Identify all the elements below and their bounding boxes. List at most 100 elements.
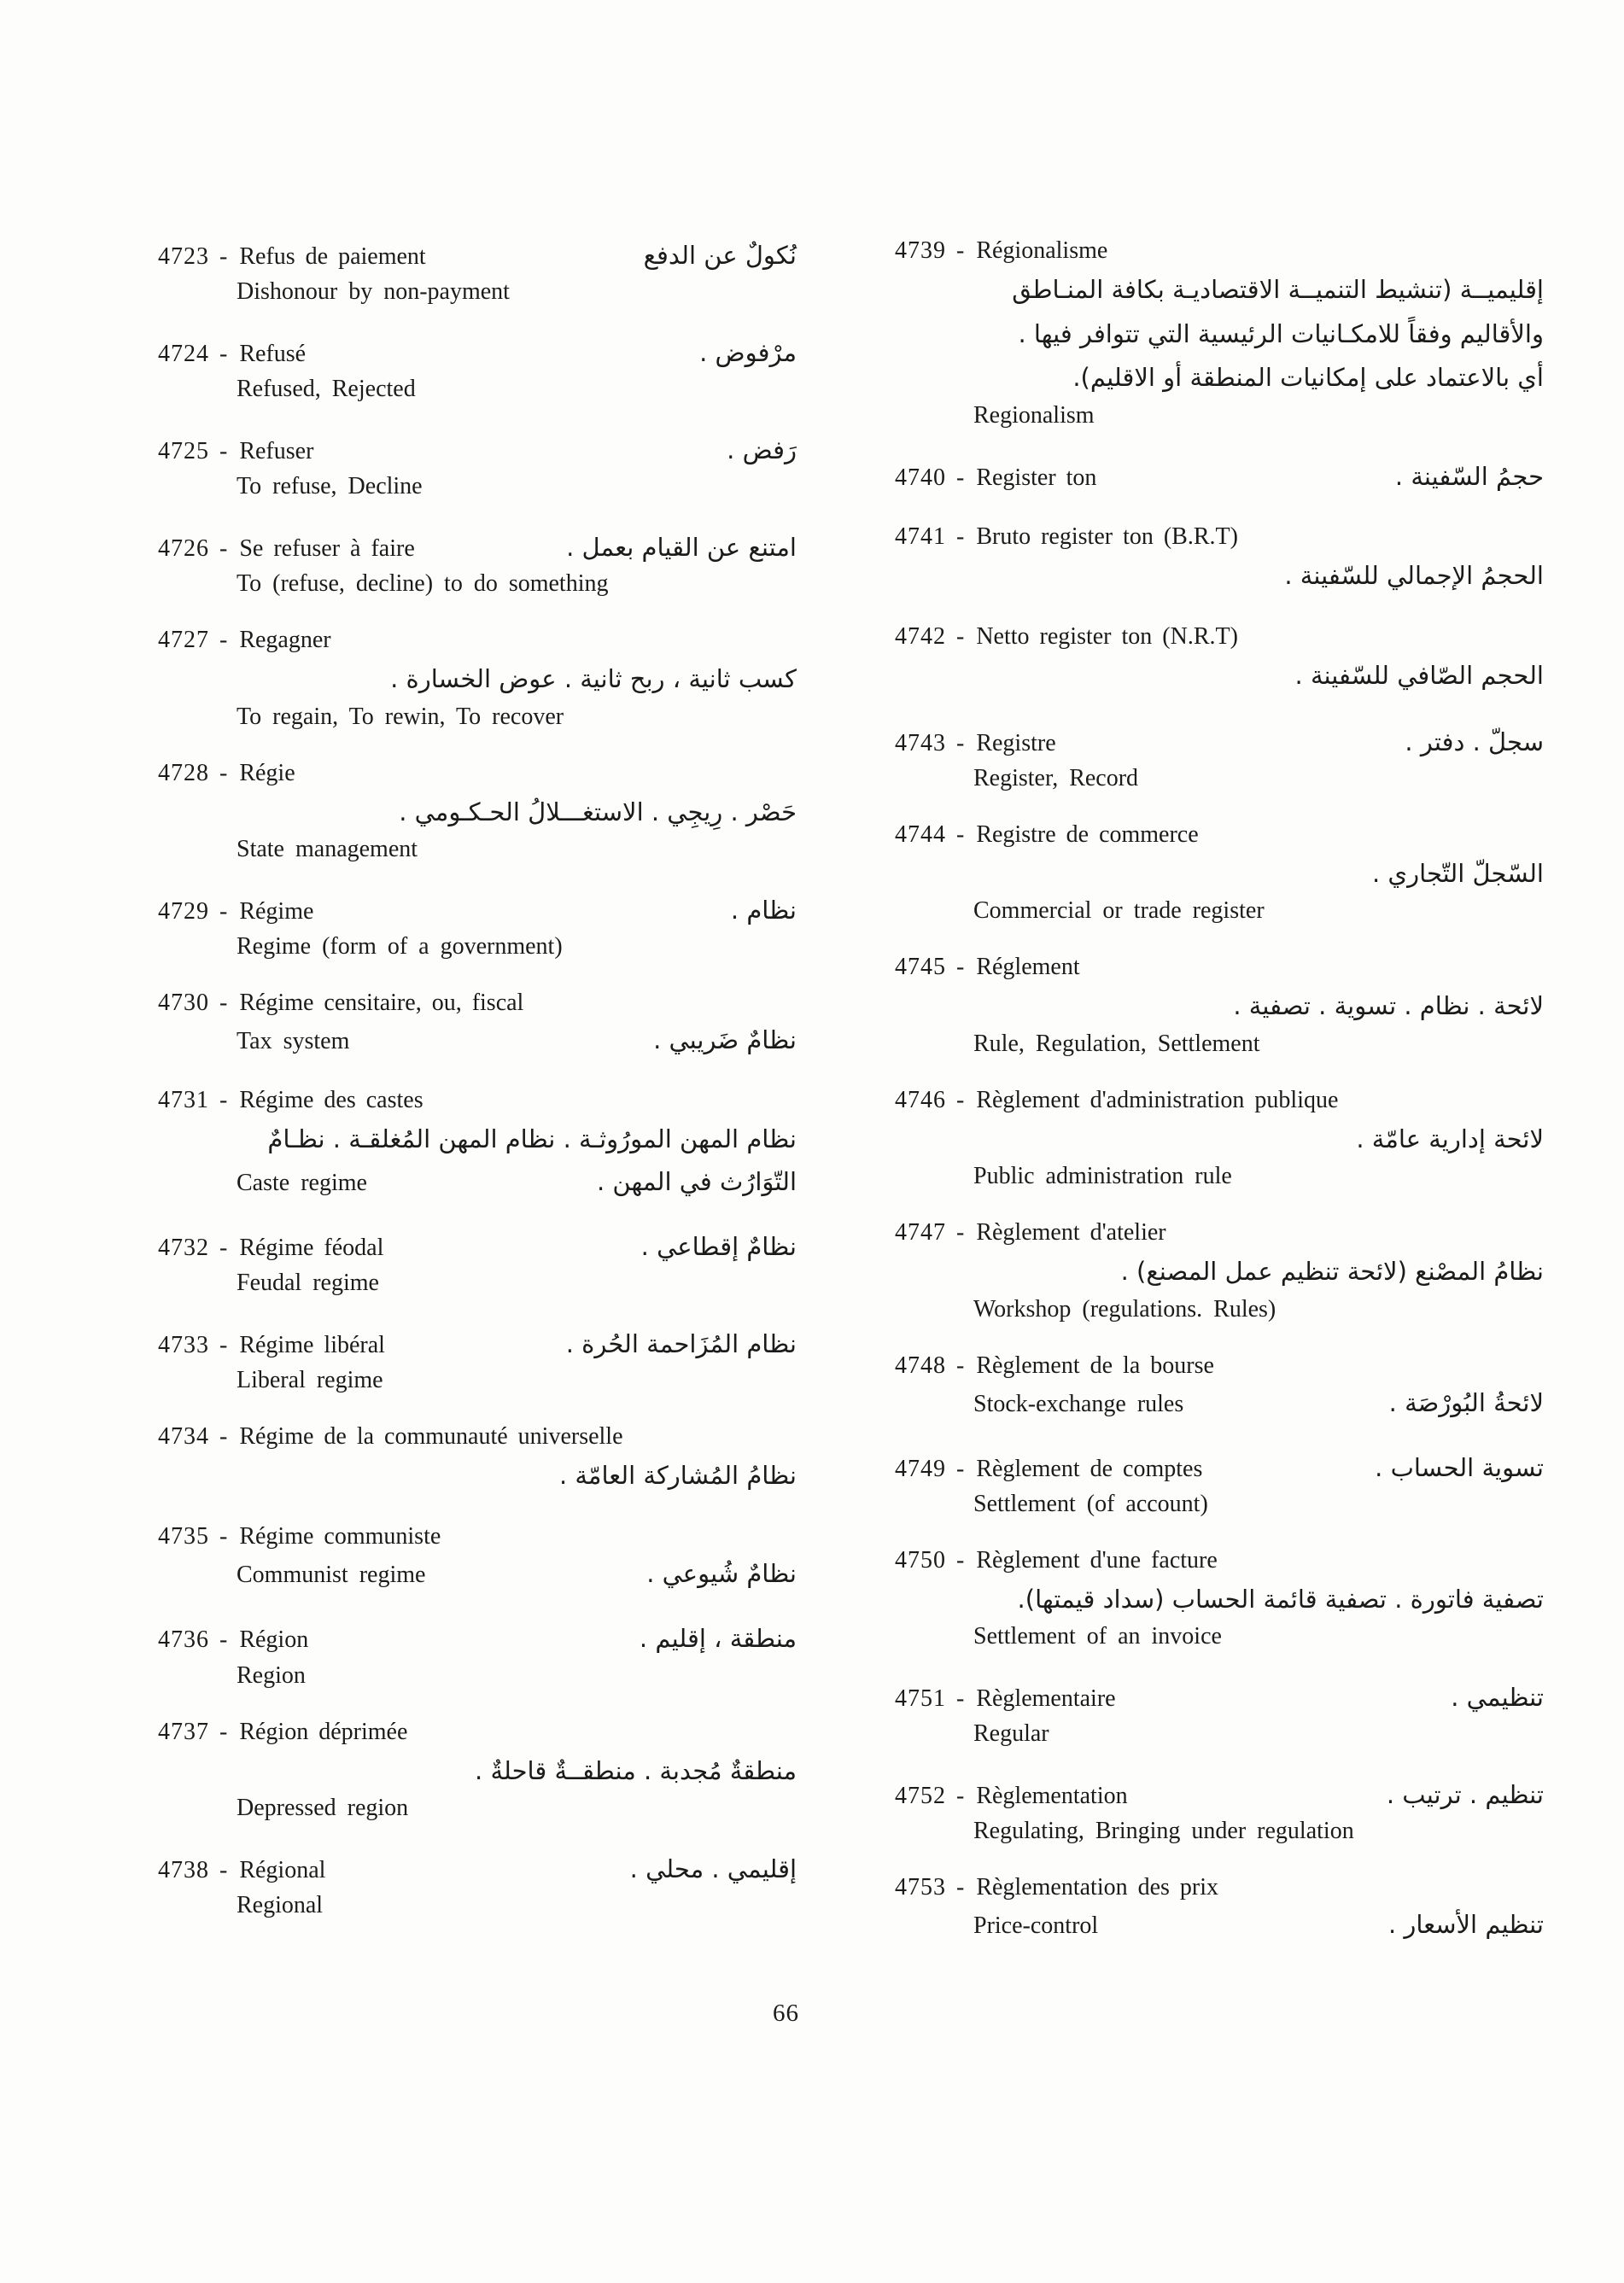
dictionary-entry: 4753- Règlementation des prix Price-contro… — [895, 1874, 1544, 1942]
french-term: Refusé — [239, 341, 307, 368]
arabic-line: كسب ثانية ، ربح ثانية . عوض الخسارة . — [390, 664, 797, 694]
entry-separator: - — [956, 1685, 965, 1713]
french-term: Register ton — [976, 464, 1097, 491]
entry-number: 4732 — [158, 1234, 209, 1261]
entry-separator: - — [219, 1857, 228, 1884]
french-term: Regagner — [239, 627, 331, 654]
dictionary-entry: 4724- Refusé مرْفوض . Refused, Rejected — [158, 335, 797, 403]
entry-separator: - — [219, 438, 228, 465]
english-term: Price-control — [973, 1912, 1099, 1940]
entry-number: 4742 — [895, 623, 946, 651]
entry-english-row: Workshop (regulations. Rules) — [895, 1296, 1544, 1323]
english-term: Regional — [237, 1892, 324, 1919]
dictionary-entry: 4736- Région منطقة ، إقليم . Region — [158, 1620, 797, 1689]
arabic-line: لائحة إدارية عامّة . — [1356, 1124, 1544, 1153]
entry-number: 4749 — [895, 1455, 946, 1482]
entry-head-row: 4733- Régime libéral نظام المُزَاحمة الحُر… — [158, 1326, 797, 1362]
entry-english-row: Depressed region — [158, 1795, 797, 1822]
entry-number: 4725 — [158, 438, 209, 465]
dictionary-entry: 4741- Bruto register ton (B.R.T) الحجمُ ال… — [895, 523, 1544, 595]
english-term: Caste regime — [237, 1169, 367, 1196]
french-term: Régime censitaire, ou, fiscal — [239, 990, 524, 1017]
entry-separator: - — [219, 759, 228, 786]
arabic-line: لائحة . نظام . تسوية . تصفية . — [1233, 991, 1544, 1021]
entry-separator: - — [956, 729, 965, 756]
entry-number: 4738 — [158, 1857, 209, 1884]
english-term: Settlement (of account) — [973, 1490, 1208, 1517]
page-number: 66 — [773, 2000, 799, 2027]
entry-english-row: Communist regime نظامٌ شُيوعي . — [158, 1556, 797, 1591]
dictionary-entry: 4735- Régime communiste Communist regime نظ… — [158, 1523, 797, 1591]
french-term: Réglement — [976, 954, 1080, 981]
entry-english-row: Regular — [895, 1720, 1544, 1748]
entry-separator: - — [219, 1331, 228, 1358]
entry-number: 4728 — [158, 759, 209, 786]
entry-english-row: Region — [158, 1662, 797, 1690]
english-term: Rule, Regulation, Settlement — [973, 1030, 1260, 1057]
dictionary-entry: 4729- Régime نظام . Regime (form of a gover… — [158, 892, 797, 960]
french-term: Registre de commerce — [976, 820, 1199, 848]
english-term: Tax system — [237, 1028, 350, 1055]
arabic-line: نظام المهن المورُوثـة . نظام المهن المُغ… — [267, 1124, 797, 1154]
english-term: State management — [237, 836, 418, 863]
entry-number: 4753 — [895, 1874, 946, 1901]
entry-number: 4748 — [895, 1352, 946, 1379]
arabic-line: منطقةٌ مُجدبة . منطقــةٌ قاحلةٌ . — [475, 1755, 797, 1785]
entry-separator: - — [219, 243, 228, 270]
french-term: Régime libéral — [239, 1331, 385, 1358]
french-term: Régime des castes — [239, 1087, 424, 1114]
french-term: Registre — [976, 729, 1056, 756]
arabic-term: تنظيم . ترتيب . — [1386, 1780, 1544, 1810]
entry-number: 4726 — [158, 535, 209, 563]
entry-head-row: 4737- Région déprimée — [158, 1719, 797, 1746]
arabic-term: رَفض . — [727, 435, 797, 465]
entry-separator: - — [956, 820, 965, 848]
dictionary-entry: 4738- Régional إقليمي . محلي . Regional — [158, 1851, 797, 1919]
dictionary-entry: 4743- Registre سجلّ . دفتر . Register, Reco… — [895, 724, 1544, 792]
dictionary-entry: 4748- Règlement de la bourse Stock-exchang… — [895, 1352, 1544, 1421]
french-term: Région — [239, 1626, 309, 1654]
entry-english-row: Public administration rule — [895, 1163, 1544, 1190]
english-term: Region — [237, 1661, 306, 1689]
french-term: Régime communiste — [239, 1523, 441, 1550]
dictionary-entry: 4749- Règlement de comptes تسوية الحساب . S… — [895, 1450, 1544, 1518]
dictionary-entry: 4726- Se refuser à faire امتنع عن القيام ب… — [158, 529, 797, 598]
entry-separator: - — [219, 1523, 228, 1550]
entry-head-row: 4751- Règlementaire تنظيمي . — [895, 1679, 1544, 1715]
dictionary-entry: 4751- Règlementaire تنظيمي . Regular — [895, 1679, 1544, 1748]
entry-number: 4739 — [895, 237, 946, 264]
entry-separator: - — [956, 1874, 965, 1901]
french-term: Régionalisme — [976, 237, 1108, 264]
dictionary-entry: 4752- Règlementation تنظيم . ترتيب . Regula… — [895, 1777, 1544, 1845]
entry-separator: - — [956, 464, 965, 491]
entry-english-row: Feudal regime — [158, 1270, 797, 1297]
arabic-line: حَصْر . رِيجِي . الاستغـــلالُ الحـكـومي… — [399, 797, 797, 826]
entry-head-row: 4726- Se refuser à faire امتنع عن القيام ب… — [158, 529, 797, 565]
dictionary-entry: 4737- Région déprimée منطقةٌ مُجدبة . منطق… — [158, 1719, 797, 1823]
entry-number: 4727 — [158, 627, 209, 654]
french-term: Règlement de la bourse — [976, 1352, 1214, 1379]
entry-english-row: To refuse, Decline — [158, 473, 797, 500]
french-term: Région déprimée — [239, 1718, 408, 1745]
entry-head-row: 4746- Règlement d'administration publique — [895, 1087, 1544, 1114]
arabic-term: لائحةُ البُورْصَة . — [1388, 1387, 1544, 1417]
dictionary-entry: 4725- Refuser رَفض . To refuse, Decline — [158, 432, 797, 500]
entry-number: 4734 — [158, 1422, 209, 1450]
entry-head-row: 4743- Registre سجلّ . دفتر . — [895, 724, 1544, 760]
entry-separator: - — [219, 1718, 228, 1745]
entry-separator: - — [219, 898, 228, 925]
english-term: Regulating, Bringing under regulation — [973, 1818, 1354, 1845]
entry-separator: - — [956, 1086, 965, 1113]
entry-head-row: 4739- Régionalisme — [895, 237, 1544, 265]
dictionary-entry: 4744- Registre de commerce السّجلّ التّجار… — [895, 821, 1544, 925]
entry-english-row: To regain, To rewin, To recover — [158, 704, 797, 731]
entry-head-row: 4740- Register ton حجمُ السّفينة . — [895, 458, 1544, 494]
dictionary-entry: 4731- Régime des castes نظام المهن المورُو… — [158, 1087, 797, 1200]
french-term: Règlement d'une facture — [976, 1546, 1218, 1574]
entry-number: 4730 — [158, 990, 209, 1017]
arabic-term: نظامٌ شُيوعي . — [646, 1559, 797, 1589]
entry-english-row: Commercial or trade register — [895, 897, 1544, 925]
entry-head-row: 4727- Regagner — [158, 627, 797, 654]
english-term: To (refuse, decline) to do something — [237, 570, 609, 598]
